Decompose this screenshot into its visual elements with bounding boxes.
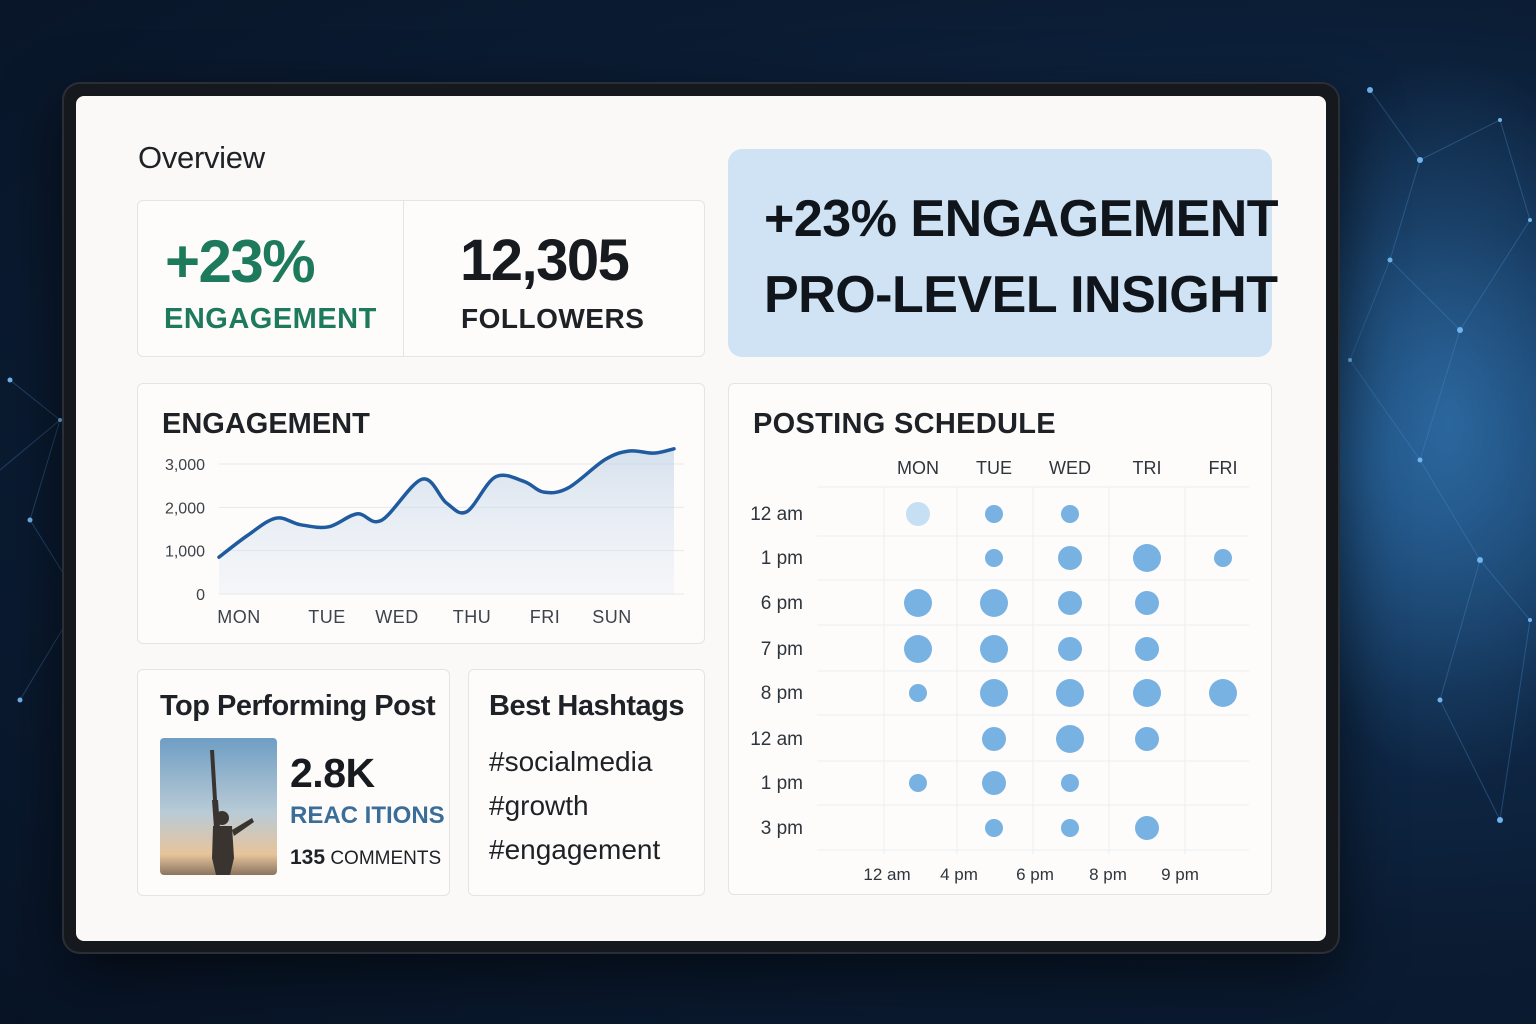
y-tick-label: 3,000 [165,457,205,474]
x-tick-label: FRI [530,607,561,627]
hashtag-item[interactable]: #growth [489,790,589,821]
posting-schedule-chart: MON TUE WED TRI FRI 12 am 1 pm 6 pm 7 pm 8 pm 12 a… [750,458,1249,884]
schedule-bubble [1135,591,1159,615]
schedule-bubble [980,679,1008,707]
engagement-stat-label: ENGAGEMENT [164,303,377,335]
followers-stat-label: FOLLOWERS [461,303,645,334]
x-tick-label: SUN [592,607,632,627]
schedule-row-label: 8 pm [761,683,803,704]
schedule-title: POSTING SCHEDULE [753,408,1056,440]
schedule-row-label: 12 am [750,504,803,525]
y-tick-label: 1,000 [165,544,205,561]
schedule-bubble [1056,679,1084,707]
post-thumbnail[interactable] [160,738,277,875]
schedule-bubble [1133,544,1161,572]
top-post-title: Top Performing Post [160,690,436,722]
schedule-bubble [909,774,927,792]
schedule-bubble [1061,819,1079,837]
schedule-row-label: 1 pm [761,548,803,569]
schedule-bubble [1209,679,1237,707]
engagement-area [219,448,674,594]
schedule-row-label: 12 am [750,729,803,750]
hashtag-item[interactable]: #socialmedia [489,746,653,777]
comments-label: COMMENTS [330,848,442,869]
schedule-bubble [985,819,1003,837]
x-tick-label: MON [217,607,261,627]
schedule-row-label: 3 pm [761,818,803,839]
engagement-series-line [217,447,676,559]
schedule-bubble [1056,725,1084,753]
hashtags-card: Best Hashtags #socialmedia #growth #enga… [468,669,705,896]
comments-count: 135 [290,846,326,869]
schedule-column-label: WED [1049,458,1091,478]
schedule-row-label: 1 pm [761,773,803,794]
followers-stat-value: 12,305 [460,228,630,293]
reactions-label: REAC ITIONS [290,802,445,829]
schedule-footer-label: 8 pm [1089,865,1127,884]
y-tick-label: 2,000 [165,500,205,517]
schedule-bubble [1061,774,1079,792]
y-tick-label: 0 [196,587,205,604]
schedule-bubble [985,549,1003,567]
schedule-bubble [1135,727,1159,751]
schedule-footer-label: 9 pm [1161,865,1199,884]
x-tick-label: WED [375,607,419,627]
top-post-card[interactable]: Top Performing Post [137,669,450,896]
schedule-bubble [1058,637,1082,661]
schedule-bubble [1133,679,1161,707]
schedule-bubble [1061,505,1079,523]
schedule-column-label: MON [897,458,939,478]
schedule-row-label: 6 pm [761,593,803,614]
schedule-footer-label: 12 am [863,865,910,884]
schedule-bubble [906,502,930,526]
hashtag-item[interactable]: #engagement [489,834,661,865]
stats-card: +23% ENGAGEMENT 12,305 FOLLOWERS [137,200,705,357]
schedule-bubble [985,505,1003,523]
reactions-count: 2.8K [290,750,375,796]
x-tick-label: TUE [308,607,346,627]
schedule-bubble [904,635,932,663]
stats-divider [403,201,404,356]
schedule-bubble [909,684,927,702]
engagement-chart-card: ENGAGEMENT 0 1,000 2,000 3,000 MON TUE WED THU F… [137,383,705,644]
schedule-bubble [1058,591,1082,615]
schedule-footer-label: 6 pm [1016,865,1054,884]
page-title: Overview [138,140,265,175]
insight-subheadline: PRO-LEVEL INSIGHT [764,266,1278,324]
schedule-bubble [1214,549,1232,567]
insight-banner: +23% ENGAGEMENT PRO-LEVEL INSIGHT [728,149,1279,357]
schedule-bubble [1135,637,1159,661]
schedule-bubble [1058,546,1082,570]
engagement-stat-value: +23% [165,228,316,295]
x-tick-label: THU [453,607,492,627]
schedule-column-label: FRI [1209,458,1238,478]
schedule-bubble [982,771,1006,795]
schedule-row-label: 7 pm [761,639,803,660]
schedule-bubble [980,589,1008,617]
schedule-bubble [1135,816,1159,840]
hashtags-title: Best Hashtags [489,690,684,722]
schedule-footer-label: 4 pm [940,865,978,884]
insight-headline: +23% ENGAGEMENT [764,190,1279,248]
posting-schedule-card: POSTING SCHEDULE MON TUE WED TRI FRI 12 am 1 p… [728,383,1272,895]
engagement-line-chart: 0 1,000 2,000 3,000 MON TUE WED THU FRI SUN [165,447,684,627]
comments-info: 135 COMMENTS [290,846,441,870]
chart-title: ENGAGEMENT [162,408,370,440]
dashboard-screen: Overview +23% ENGAGEMENT 12,305 FOLLOWER… [76,96,1326,941]
schedule-bubble [982,727,1006,751]
schedule-column-label: TUE [976,458,1012,478]
schedule-column-label: TRI [1133,458,1162,478]
schedule-bubble [904,589,932,617]
schedule-bubble [980,635,1008,663]
